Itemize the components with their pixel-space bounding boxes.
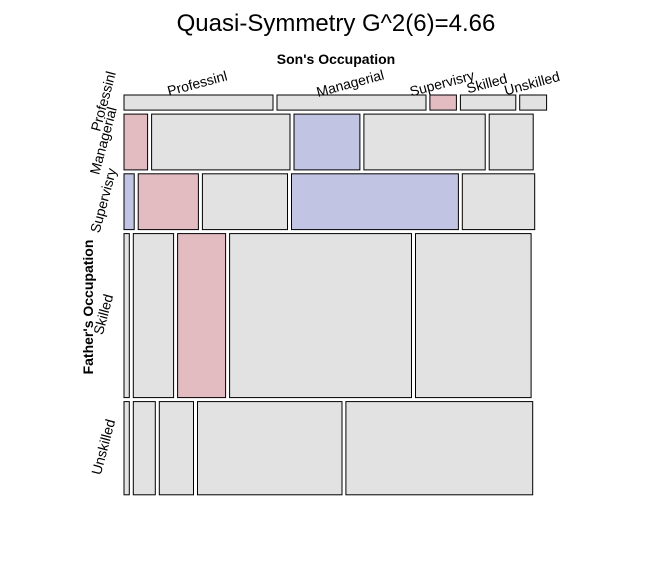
mosaic-tile bbox=[276, 94, 427, 111]
mosaic-tile bbox=[123, 173, 135, 231]
column-label: Professinl bbox=[165, 67, 229, 98]
mosaic-tile bbox=[291, 173, 459, 231]
mosaic-tile bbox=[415, 233, 532, 399]
chart-title: Quasi-Symmetry G^2(6)=4.66 bbox=[177, 10, 496, 37]
mosaic-tile bbox=[429, 94, 457, 111]
mosaic-tile bbox=[519, 94, 548, 111]
mosaic-tile bbox=[459, 94, 517, 111]
y-axis-label: Father's Occupation bbox=[80, 240, 96, 375]
mosaic-tile bbox=[137, 173, 199, 231]
mosaic-tile bbox=[345, 401, 534, 496]
mosaic-tile bbox=[123, 233, 130, 399]
mosaic-tile bbox=[151, 113, 291, 171]
row-label: Supervisry bbox=[87, 166, 120, 234]
mosaic-tile bbox=[123, 94, 274, 111]
column-label: Unskilled bbox=[502, 68, 561, 98]
mosaic-tile bbox=[293, 113, 361, 171]
mosaic-tiles bbox=[123, 94, 548, 496]
mosaic-tile bbox=[132, 401, 156, 496]
x-axis-label: Son's Occupation bbox=[277, 51, 395, 67]
mosaic-tile bbox=[229, 233, 412, 399]
mosaic-tile bbox=[488, 113, 534, 171]
row-label: Unskilled bbox=[88, 417, 118, 476]
mosaic-tile bbox=[158, 401, 195, 496]
mosaic-tile bbox=[123, 113, 149, 171]
mosaic-tile bbox=[177, 233, 227, 399]
mosaic-tile bbox=[123, 401, 130, 496]
mosaic-tile bbox=[461, 173, 536, 231]
mosaic-tile bbox=[363, 113, 486, 171]
mosaic-tile bbox=[132, 233, 175, 399]
mosaic-tile bbox=[201, 173, 288, 231]
mosaic-tile bbox=[197, 401, 343, 496]
